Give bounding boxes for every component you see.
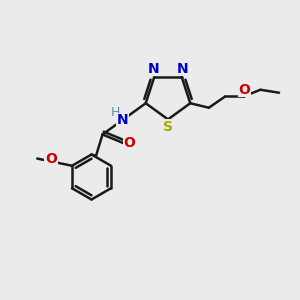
Text: O: O — [238, 83, 250, 97]
Text: S: S — [163, 120, 173, 134]
Text: N: N — [176, 61, 188, 76]
Text: N: N — [148, 61, 160, 76]
Text: N: N — [117, 113, 128, 127]
Text: H: H — [111, 106, 120, 119]
Text: O: O — [45, 152, 57, 166]
Text: O: O — [124, 136, 136, 150]
